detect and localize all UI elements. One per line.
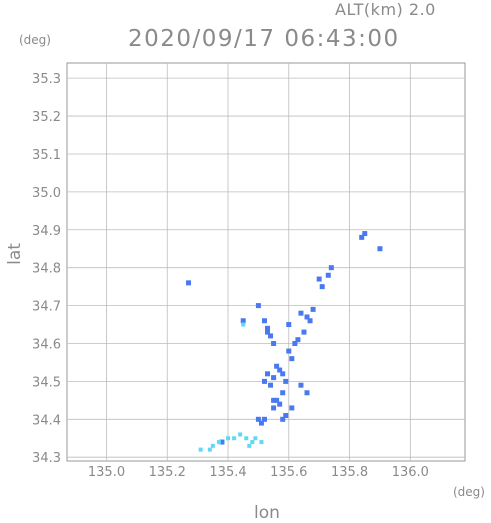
y-tick-label: 34.9 bbox=[32, 224, 61, 239]
echo-point-moderate bbox=[298, 382, 304, 388]
y-tick-label: 34.8 bbox=[32, 262, 61, 277]
y-axis-unit: (deg) bbox=[19, 33, 51, 47]
echo-point-moderate bbox=[255, 416, 261, 422]
echo-point-moderate bbox=[304, 390, 310, 396]
echo-point-moderate bbox=[265, 371, 271, 377]
echo-point-moderate bbox=[328, 265, 334, 271]
echo-point-moderate bbox=[292, 340, 298, 346]
y-tick-label: 35.1 bbox=[32, 148, 61, 163]
x-axis-label: lon bbox=[254, 503, 280, 523]
echo-point-weak bbox=[216, 440, 221, 445]
echo-point-moderate bbox=[274, 397, 280, 403]
echo-point-moderate bbox=[298, 310, 304, 316]
y-tick-label: 34.7 bbox=[32, 300, 61, 315]
echo-point-moderate bbox=[268, 333, 274, 339]
x-tick-label: 135.2 bbox=[149, 465, 186, 480]
echo-point-moderate bbox=[255, 303, 261, 309]
echo-point-moderate bbox=[258, 420, 264, 426]
echo-point-moderate bbox=[289, 405, 295, 411]
echo-point-weak bbox=[226, 436, 231, 441]
echo-point-moderate bbox=[277, 401, 283, 407]
echo-point-moderate bbox=[280, 416, 286, 422]
x-tick-label: 135.4 bbox=[209, 465, 246, 480]
y-tick-label: 35.2 bbox=[32, 110, 61, 125]
echo-point-moderate bbox=[301, 329, 307, 335]
tick-labels: 135.0 135.2 135.4 135.6 135.8 136.0 35.3 35.2 35… bbox=[32, 72, 429, 480]
y-tick-label: 35.0 bbox=[32, 186, 61, 201]
echo-point-weak bbox=[210, 443, 215, 448]
echo-point-moderate bbox=[186, 280, 192, 286]
echo-point-moderate bbox=[310, 306, 316, 312]
echo-point-weak bbox=[250, 440, 255, 445]
echo-point-weak bbox=[207, 447, 212, 452]
echo-point-moderate bbox=[271, 405, 277, 411]
echo-point-weak bbox=[247, 443, 252, 448]
echo-point-moderate bbox=[319, 284, 325, 290]
echo-point-moderate bbox=[240, 318, 246, 324]
echo-point-moderate bbox=[274, 363, 280, 369]
echo-point-moderate bbox=[261, 318, 267, 324]
plot-frame bbox=[66, 62, 466, 462]
echo-point-weak bbox=[238, 432, 243, 437]
y-tick-label: 34.6 bbox=[32, 337, 61, 352]
y-tick-label: 34.3 bbox=[32, 451, 61, 466]
echo-point-weak bbox=[253, 436, 258, 441]
x-tick-label: 136.0 bbox=[392, 465, 429, 480]
echo-point-moderate bbox=[286, 322, 292, 328]
x-tick-label: 135.8 bbox=[331, 465, 368, 480]
echo-point-moderate bbox=[304, 314, 310, 320]
x-axis-unit: (deg) bbox=[453, 485, 485, 499]
altitude-label: ALT(km) 2.0 bbox=[335, 0, 436, 19]
echo-point-weak bbox=[241, 322, 246, 327]
echo-point-moderate bbox=[219, 439, 225, 445]
echo-point-weak bbox=[259, 440, 264, 445]
echo-point-moderate bbox=[362, 231, 368, 237]
echo-point-moderate bbox=[359, 234, 365, 240]
echo-point-moderate bbox=[261, 378, 267, 384]
echo-point-moderate bbox=[280, 390, 286, 396]
echo-marks bbox=[186, 231, 383, 452]
echo-point-weak bbox=[244, 436, 249, 441]
echo-point-moderate bbox=[325, 272, 331, 278]
echo-point-moderate bbox=[271, 375, 277, 381]
echo-point-moderate bbox=[268, 382, 274, 388]
grid bbox=[67, 63, 465, 461]
echo-point-moderate bbox=[289, 356, 295, 362]
y-tick-label: 34.5 bbox=[32, 375, 61, 390]
echo-point-moderate bbox=[307, 318, 313, 324]
echo-point-moderate bbox=[271, 397, 277, 403]
echo-point-moderate bbox=[316, 276, 322, 282]
x-tick-label: 135.0 bbox=[88, 465, 125, 480]
echo-point-moderate bbox=[265, 325, 271, 331]
echo-point-moderate bbox=[280, 371, 286, 377]
echo-point-moderate bbox=[295, 337, 301, 343]
observation-timestamp: 2020/09/17 06:43:00 bbox=[128, 26, 400, 52]
echo-point-moderate bbox=[271, 340, 277, 346]
echo-point-moderate bbox=[286, 348, 292, 354]
y-tick-label: 35.3 bbox=[32, 72, 61, 87]
x-tick-label: 135.6 bbox=[270, 465, 307, 480]
echo-point-moderate bbox=[377, 246, 383, 252]
y-tick-label: 34.4 bbox=[32, 413, 61, 428]
echo-point-moderate bbox=[265, 329, 271, 335]
echo-point-moderate bbox=[283, 378, 289, 384]
echo-point-moderate bbox=[261, 416, 267, 422]
echo-point-weak bbox=[198, 447, 203, 452]
echo-point-moderate bbox=[283, 413, 289, 419]
echo-point-weak bbox=[232, 436, 237, 441]
echo-point-moderate bbox=[277, 367, 283, 373]
